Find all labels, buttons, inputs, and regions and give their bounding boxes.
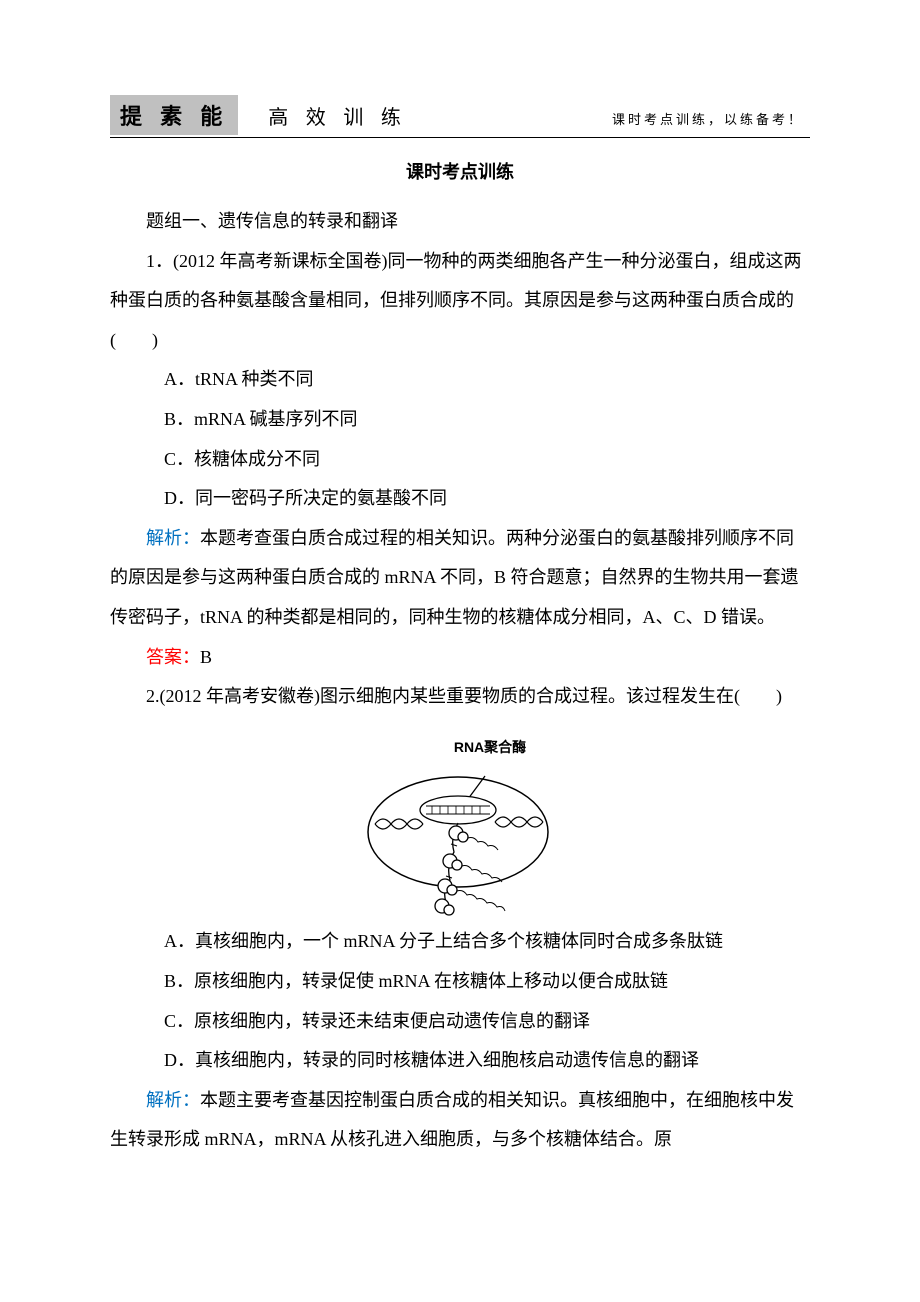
q2-option-d: D．真核细胞内，转录的同时核糖体进入细胞核启动遗传信息的翻译 [110, 1041, 810, 1081]
q2-analysis-text: 本题主要考查基因控制蛋白质合成的相关知识。真核细胞中，在细胞核中发生转录形成 m… [110, 1090, 794, 1150]
q2-option-b: B．原核细胞内，转录促使 mRNA 在核糖体上移动以便合成肽链 [110, 962, 810, 1002]
q1-option-d: D．同一密码子所决定的氨基酸不同 [110, 479, 810, 519]
q2-figure: RNA聚合酶 [110, 727, 810, 917]
q2-option-a: A．真核细胞内，一个 mRNA 分子上结合多个核糖体同时合成多条肽链 [110, 922, 810, 962]
q2-option-c: C．原核细胞内，转录还未结束便启动遗传信息的翻译 [110, 1002, 810, 1042]
q1-option-c: C．核糖体成分不同 [110, 440, 810, 480]
q1-option-a: A．tRNA 种类不同 [110, 360, 810, 400]
rna-polymerase-diagram-icon [350, 766, 570, 916]
answer-label: 答案： [146, 647, 200, 667]
q2-analysis: 解析：本题主要考查基因控制蛋白质合成的相关知识。真核细胞中，在细胞核中发生转录形… [110, 1081, 810, 1160]
q1-stem: 1．(2012 年高考新课标全国卷)同一物种的两类细胞各产生一种分泌蛋白，组成这… [110, 242, 810, 361]
section-title: 课时考点训练 [110, 158, 810, 184]
q1-analysis-text: 本题考查蛋白质合成过程的相关知识。两种分泌蛋白的氨基酸排列顺序不同的原因是参与这… [110, 528, 799, 627]
analysis-label: 解析： [146, 528, 200, 548]
q1-answer-text: B [200, 647, 212, 667]
q2-stem: 2.(2012 年高考安徽卷)图示细胞内某些重要物质的合成过程。该过程发生在( … [110, 677, 810, 717]
figure-label: RNA聚合酶 [454, 732, 526, 763]
banner-box-title: 提 素 能 [110, 95, 238, 135]
banner-subtitle: 课时考点训练，以练备考！ [612, 109, 810, 128]
q1-option-b: B．mRNA 碱基序列不同 [110, 400, 810, 440]
analysis-label: 解析： [146, 1090, 200, 1110]
banner-main-title: 高 效 训 练 [268, 101, 407, 130]
content-body: 题组一、遗传信息的转录和翻译 1．(2012 年高考新课标全国卷)同一物种的两类… [110, 202, 810, 1160]
q1-analysis: 解析：本题考查蛋白质合成过程的相关知识。两种分泌蛋白的氨基酸排列顺序不同的原因是… [110, 519, 810, 638]
q1-answer: 答案：B [110, 638, 810, 678]
group-title: 题组一、遗传信息的转录和翻译 [110, 202, 810, 242]
header-banner: 提 素 能 高 效 训 练 课时考点训练，以练备考！ [110, 95, 810, 138]
